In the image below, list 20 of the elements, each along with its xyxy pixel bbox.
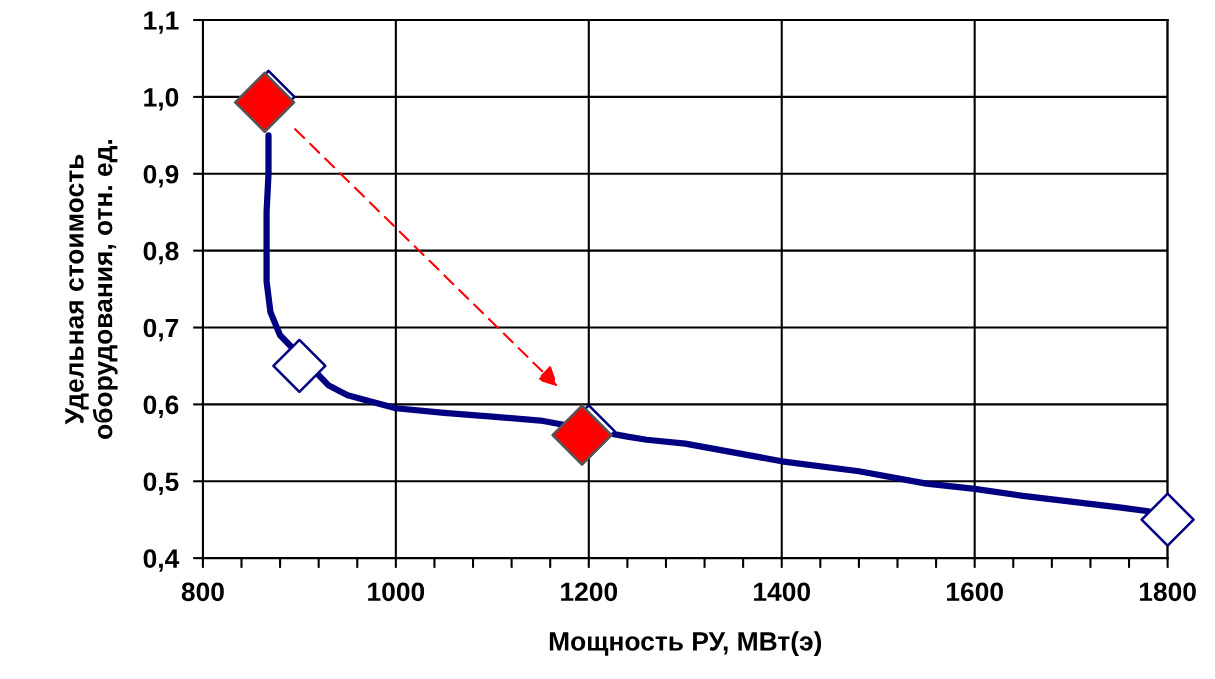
x-tick-label: 1400 — [754, 582, 810, 602]
y-tick-label: 1,1 — [144, 11, 179, 34]
x-tick-label: 1200 — [561, 582, 618, 602]
point — [1140, 492, 1195, 547]
x-axis-title: Мощность РУ, МВт(э) — [549, 631, 822, 656]
y-tick-label: 0,4 — [143, 549, 180, 572]
point — [551, 404, 613, 466]
x-tick-label: 1000 — [368, 582, 425, 602]
point — [233, 71, 296, 133]
y-tick-label: 0,7 — [143, 318, 179, 342]
y-tick-label: 0,6 — [143, 395, 179, 419]
y-tick-label: 0,8 — [143, 241, 179, 265]
y-axis-title: Удельная стоимость оборудования, отн. ед. — [65, 140, 118, 439]
y-tick-label: 0,9 — [143, 164, 179, 188]
y-tick-label: 1,0 — [144, 88, 179, 111]
y-tick-label: 0,5 — [143, 472, 179, 495]
x-tick-label: 1600 — [946, 582, 1003, 602]
point — [272, 338, 327, 394]
x-tick-label: 1800 — [1139, 582, 1196, 602]
x-tick-label: 800 — [181, 582, 224, 602]
